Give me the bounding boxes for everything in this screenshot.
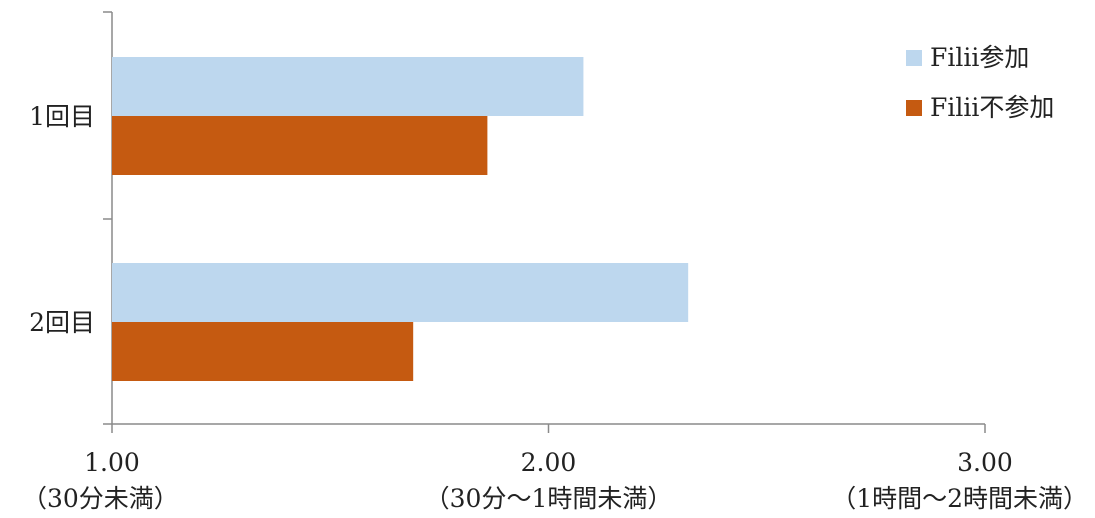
x-tick-sublabel: （30分未満） bbox=[22, 484, 179, 513]
x-tick-sublabel: （1時間～2時間未満） bbox=[831, 484, 1088, 513]
category-label: 2回目 bbox=[29, 308, 95, 337]
x-tick-label: 3.00 bbox=[957, 448, 1013, 477]
category-labels: 1回目 2回目 bbox=[29, 102, 95, 337]
legend-swatch bbox=[906, 50, 922, 66]
x-tick-label: 2.00 bbox=[521, 448, 577, 477]
x-tick-label: 1.00 bbox=[84, 448, 140, 477]
legend-swatch bbox=[906, 100, 922, 116]
legend-label: Filii不参加 bbox=[930, 93, 1054, 122]
tick-labels: 1.00 （30分未満） 2.00 （30分～1時間未満） 3.00 （1時間～2時間未満… bbox=[22, 424, 1088, 513]
bar-1-series-1 bbox=[112, 57, 584, 116]
legend: Filii参加 Filii不参加 bbox=[906, 43, 1054, 122]
legend-label: Filii参加 bbox=[930, 43, 1029, 72]
category-label: 1回目 bbox=[29, 102, 95, 131]
x-tick-sublabel: （30分～1時間未満） bbox=[425, 484, 673, 513]
bar-2-series-2 bbox=[112, 322, 414, 381]
bar-1-series-2 bbox=[112, 116, 488, 175]
bars bbox=[112, 57, 689, 381]
bar-2-series-1 bbox=[112, 263, 689, 322]
